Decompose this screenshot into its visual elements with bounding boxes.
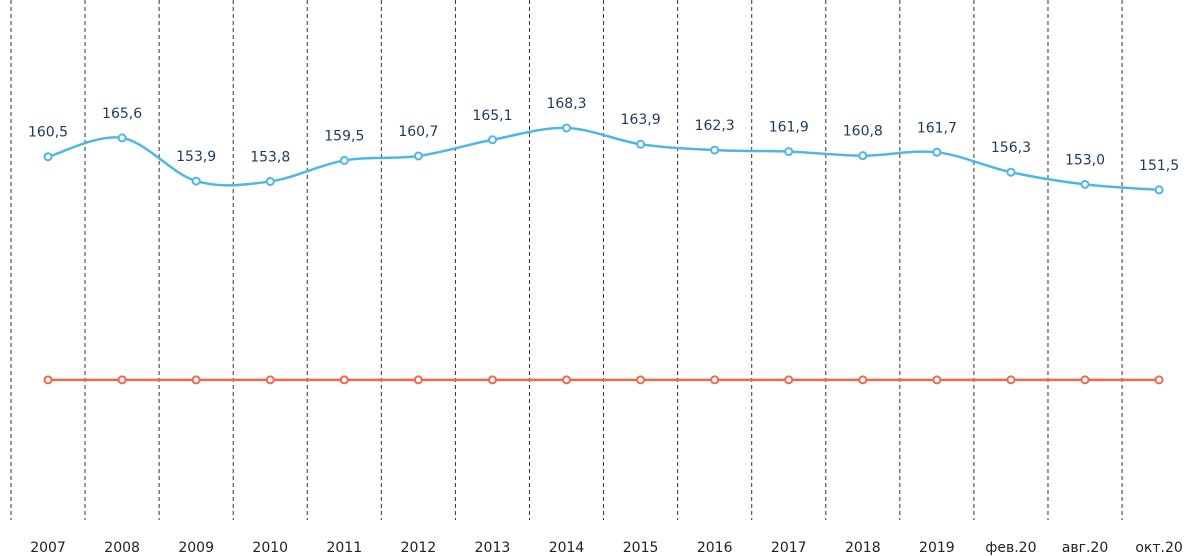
x-tick-label: окт.20	[1135, 540, 1182, 556]
point	[117, 133, 127, 143]
x-tick-label: авг.20	[1062, 540, 1108, 556]
point	[191, 176, 201, 186]
x-tick-label: 2008	[104, 540, 140, 556]
value-label: 162,3	[695, 118, 735, 134]
value-label: 165,6	[102, 106, 142, 122]
point	[1080, 375, 1090, 385]
value-label: 160,8	[843, 124, 883, 140]
value-label: 159,5	[324, 128, 364, 144]
point	[339, 375, 349, 385]
point	[932, 147, 942, 157]
point	[413, 375, 423, 385]
value-label: 153,8	[250, 149, 290, 165]
point	[1154, 185, 1164, 195]
point	[932, 375, 942, 385]
point	[265, 176, 275, 186]
value-label: 160,7	[398, 124, 438, 140]
value-label: 161,9	[769, 120, 809, 136]
point	[339, 155, 349, 165]
point	[1154, 375, 1164, 385]
x-tick-label: фев.20	[985, 540, 1036, 556]
point	[858, 375, 868, 385]
x-tick-label: 2015	[623, 540, 659, 556]
x-tick-label: 2019	[919, 540, 955, 556]
point	[1006, 375, 1016, 385]
point	[191, 375, 201, 385]
point	[858, 151, 868, 161]
point	[562, 375, 572, 385]
x-tick-label: 2014	[549, 540, 585, 556]
x-tick-label: 2018	[845, 540, 881, 556]
point	[487, 135, 497, 145]
value-label: 160,5	[28, 125, 68, 141]
point	[636, 375, 646, 385]
x-tick-label: 2016	[697, 540, 733, 556]
x-tick-label: 2007	[30, 540, 66, 556]
value-label: 168,3	[546, 96, 586, 112]
point	[43, 152, 53, 162]
point	[117, 375, 127, 385]
point	[1006, 167, 1016, 177]
value-label: 165,1	[472, 108, 512, 124]
point	[43, 375, 53, 385]
point	[413, 151, 423, 161]
series-line	[47, 126, 1160, 192]
point	[1080, 179, 1090, 189]
point	[784, 147, 794, 157]
point	[710, 375, 720, 385]
value-label: 163,9	[621, 112, 661, 128]
point	[784, 375, 794, 385]
x-tick-label: 2013	[475, 540, 511, 556]
point	[265, 375, 275, 385]
x-tick-label: 2011	[326, 540, 362, 556]
point	[487, 375, 497, 385]
value-label: 161,7	[917, 120, 957, 136]
value-label: 151,5	[1139, 158, 1179, 174]
value-label: 153,9	[176, 149, 216, 165]
point	[636, 139, 646, 149]
x-tick-label: 2012	[401, 540, 437, 556]
value-label: 156,3	[991, 140, 1031, 156]
point	[562, 123, 572, 133]
x-tick-label: 2010	[252, 540, 288, 556]
value-label: 153,0	[1065, 152, 1105, 168]
point	[710, 145, 720, 155]
x-tick-label: 2009	[178, 540, 214, 556]
x-tick-label: 2017	[771, 540, 807, 556]
